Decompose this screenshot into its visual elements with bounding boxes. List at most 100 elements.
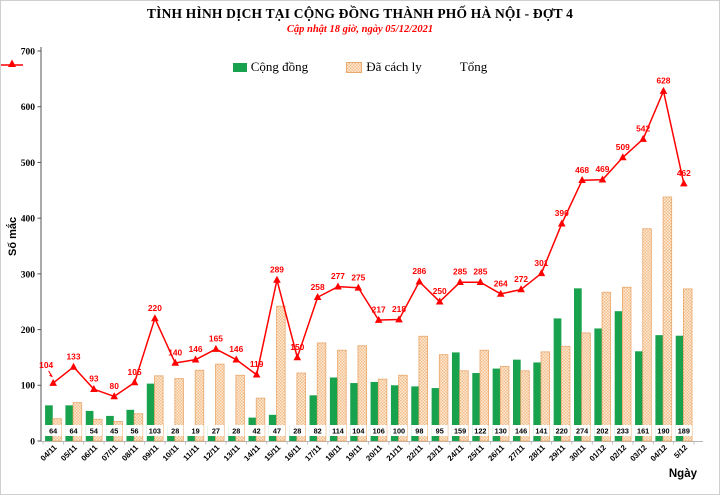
total-marker bbox=[212, 344, 220, 352]
quarantined-bar bbox=[560, 345, 571, 442]
chart-title: TÌNH HÌNH DỊCH TẠI CỘNG ĐỒNG THÀNH PHỐ H… bbox=[146, 6, 574, 21]
quarantined-bar bbox=[154, 375, 164, 442]
y-tick-label: 300 bbox=[21, 270, 36, 280]
quarantined-bar bbox=[316, 342, 327, 442]
bar-value-box bbox=[431, 425, 448, 436]
bar-value-box bbox=[309, 425, 326, 436]
total-marker bbox=[517, 285, 525, 293]
total-value-label: 104 bbox=[39, 360, 53, 370]
bar-value-label: 47 bbox=[273, 426, 281, 435]
date-tick-label: 17/11 bbox=[303, 443, 323, 463]
bar-value-label: 28 bbox=[232, 426, 240, 435]
date-tick-label: 23/11 bbox=[425, 443, 445, 463]
date-tick-label: 29/11 bbox=[547, 443, 567, 463]
bar-value-label: 141 bbox=[535, 426, 547, 435]
legend-label-tong: Tổng bbox=[459, 59, 488, 74]
total-value-label: 165 bbox=[209, 334, 223, 344]
bar-value-box bbox=[207, 425, 225, 436]
x-axis-label: Ngày bbox=[668, 468, 697, 480]
total-value-label: 150 bbox=[290, 342, 304, 352]
quarantined-bar bbox=[215, 363, 225, 442]
total-value-label: 285 bbox=[453, 267, 467, 277]
bar-value-label: 103 bbox=[149, 426, 161, 435]
total-marker bbox=[496, 289, 505, 297]
date-tick-label: 27/11 bbox=[507, 443, 527, 463]
date-tick-label: 07/11 bbox=[100, 443, 120, 463]
community-bar bbox=[594, 328, 603, 441]
bar-value-box bbox=[187, 425, 204, 436]
y-tick-label: 0 bbox=[30, 437, 35, 447]
total-value-label: 628 bbox=[656, 76, 670, 86]
total-value-label: 146 bbox=[229, 344, 243, 354]
quarantined-bar bbox=[499, 365, 510, 442]
community-bar bbox=[451, 352, 460, 441]
total-value-label: 542 bbox=[636, 124, 650, 134]
quarantined-bar bbox=[520, 370, 530, 442]
date-tick-label: 05/11 bbox=[59, 443, 79, 463]
quarantined-bar bbox=[459, 370, 469, 442]
date-tick-label: 10/11 bbox=[161, 443, 181, 463]
total-marker bbox=[578, 176, 586, 184]
bar-value-label: 202 bbox=[596, 426, 608, 435]
date-tick-label: 18/11 bbox=[324, 443, 344, 463]
bar-value-label: 28 bbox=[171, 426, 179, 435]
total-marker bbox=[680, 179, 688, 187]
bar-value-box bbox=[146, 425, 163, 436]
bar-value-label: 159 bbox=[454, 426, 466, 435]
date-tick-label: 5/12 bbox=[672, 443, 690, 461]
bar-value-box bbox=[574, 425, 591, 436]
date-tick-label: 04/12 bbox=[649, 443, 670, 464]
bar-value-box bbox=[65, 425, 82, 436]
total-value-label: 390 bbox=[555, 208, 569, 218]
bar-value-label: 64 bbox=[69, 426, 78, 435]
y-tick-label: 600 bbox=[21, 103, 36, 113]
date-tick-label: 16/11 bbox=[283, 443, 303, 463]
bar-value-label: 146 bbox=[515, 426, 527, 435]
bar-value-box bbox=[512, 425, 530, 436]
bar-value-box bbox=[370, 425, 387, 436]
bar-value-box bbox=[45, 425, 62, 436]
total-value-label: 258 bbox=[311, 282, 325, 292]
total-line bbox=[52, 90, 685, 398]
tan-bar-swatch-icon bbox=[346, 61, 363, 73]
bar-value-label: 122 bbox=[474, 426, 486, 435]
y-tick-label: 200 bbox=[21, 326, 36, 336]
total-value-label: 133 bbox=[67, 351, 81, 361]
quarantined-bar bbox=[357, 345, 367, 442]
total-marker bbox=[476, 278, 485, 286]
bar-value-label: 189 bbox=[678, 426, 690, 435]
total-marker bbox=[293, 353, 302, 361]
community-bar bbox=[574, 288, 582, 441]
date-tick-label: 24/11 bbox=[446, 443, 466, 463]
date-tick-label: 22/11 bbox=[405, 443, 425, 463]
total-value-label: 146 bbox=[189, 344, 203, 354]
community-bar bbox=[350, 383, 358, 441]
total-marker bbox=[395, 315, 403, 323]
total-marker bbox=[110, 392, 119, 400]
community-bar bbox=[553, 318, 562, 441]
quarantined-bar bbox=[194, 369, 205, 442]
bar-value-box bbox=[594, 425, 611, 436]
total-value-label: 93 bbox=[89, 374, 99, 384]
date-tick-label: 11/11 bbox=[181, 443, 201, 463]
legend-item-da-cach-ly: Đã cách ly bbox=[346, 59, 422, 75]
date-tick-label: 28/11 bbox=[527, 443, 547, 463]
bar-value-box bbox=[533, 425, 550, 436]
bar-value-label: 54 bbox=[90, 426, 99, 435]
total-marker bbox=[639, 134, 647, 142]
total-marker bbox=[537, 269, 546, 277]
bar-value-box bbox=[655, 425, 672, 436]
total-marker bbox=[151, 314, 159, 322]
total-value-label: 469 bbox=[595, 164, 609, 174]
bar-value-box bbox=[472, 425, 489, 436]
date-tick-label: 03/12 bbox=[628, 443, 649, 464]
community-bar bbox=[431, 388, 440, 441]
bar-value-label: 45 bbox=[110, 426, 118, 435]
date-tick-label: 09/11 bbox=[140, 443, 160, 463]
bar-value-label: 27 bbox=[212, 426, 220, 435]
chart-legend: Cộng đồng Đã cách ly Tổng bbox=[1, 59, 719, 75]
community-bar bbox=[370, 381, 379, 441]
legend-label-da-cach-ly: Đã cách ly bbox=[366, 59, 422, 74]
bar-value-box bbox=[126, 425, 143, 436]
